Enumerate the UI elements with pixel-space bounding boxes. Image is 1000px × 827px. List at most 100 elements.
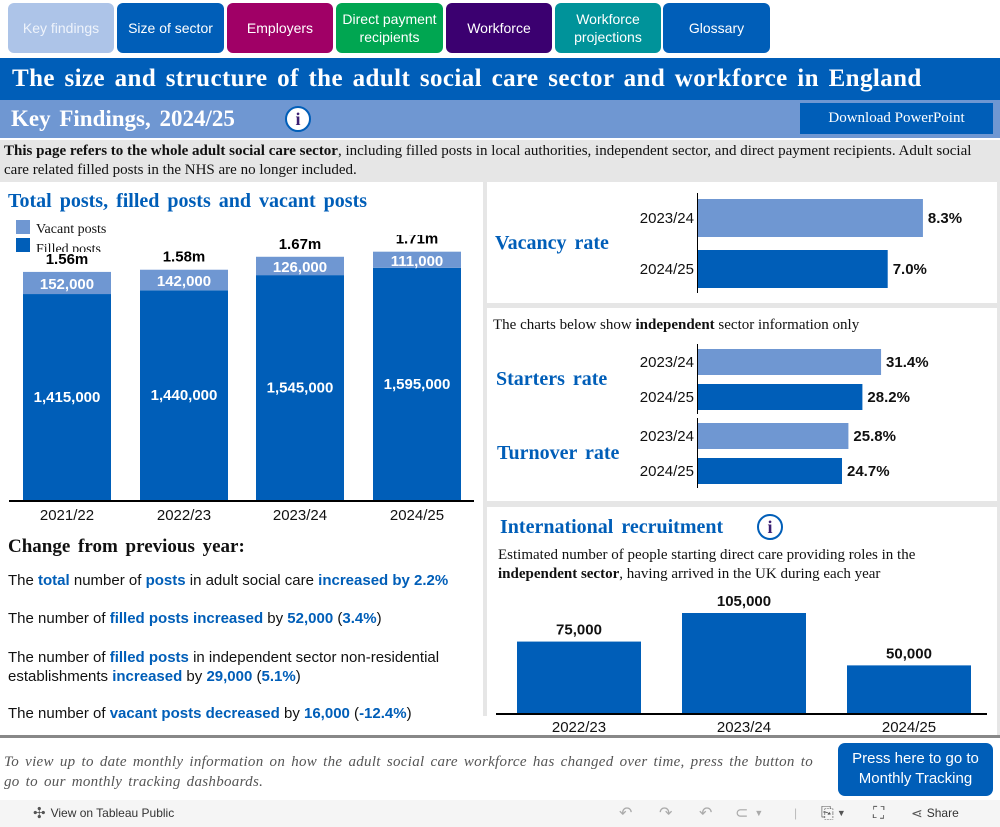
tab-key-findings[interactable]: Key findings: [8, 3, 114, 53]
intl-value-label: 50,000: [886, 645, 932, 662]
x-tick-label: 2024/25: [882, 719, 936, 736]
highlight-text: 5.1%: [261, 668, 296, 685]
refresh-icon: ⊂: [735, 805, 749, 822]
x-tick-label: 2022/23: [157, 507, 211, 524]
highlight-text: filled posts: [109, 649, 189, 666]
download-menu-button[interactable]: ⎘ ▼: [821, 800, 846, 827]
fullscreen-button[interactable]: ⛶: [873, 800, 884, 827]
revert-button[interactable]: ↶: [699, 800, 712, 827]
note-text: sector information only: [714, 317, 860, 333]
rate-bar: [698, 199, 923, 237]
panel-divider: [487, 501, 1000, 507]
undo-icon: ↶: [619, 805, 633, 822]
vacant-value-label: 111,000: [391, 253, 444, 270]
filled-value-label: 1,545,000: [267, 380, 334, 397]
change-text: (: [252, 668, 262, 685]
bar-filled: [140, 290, 228, 500]
vacant-value-label: 152,000: [40, 276, 94, 293]
total-label: 1.67m: [279, 236, 322, 253]
redo-icon: ↷: [659, 805, 673, 822]
intl-bar: [682, 613, 806, 713]
undo-button[interactable]: ↶: [619, 800, 632, 827]
highlight-text: total: [38, 572, 70, 589]
turnover-title: Turnover rate: [497, 442, 620, 464]
change-text: in independent sector non-residential es…: [8, 649, 440, 685]
change-text: in adult social care: [185, 572, 319, 589]
change-item: The number of filled posts in independen…: [8, 648, 480, 686]
filled-value-label: 1,440,000: [151, 387, 218, 404]
bar-filled: [23, 294, 111, 500]
intl-bar: [847, 665, 971, 713]
tab-size-of-sector[interactable]: Size of sector: [117, 3, 224, 53]
intl-info-icon[interactable]: i: [757, 514, 783, 540]
legend-label: Vacant posts: [36, 222, 107, 237]
view-on-tableau-link[interactable]: ✣ View on Tableau Public: [33, 800, 174, 827]
download-powerpoint-button[interactable]: Download PowerPoint: [800, 103, 993, 134]
bar-vacant: [23, 271, 111, 295]
x-tick-label: 2021/22: [40, 507, 94, 524]
filled-value-label: 1,415,000: [34, 389, 101, 406]
rate-value-label: 24.7%: [847, 463, 890, 480]
intro-text: This page refers to the whole adult soci…: [0, 140, 1000, 182]
change-text: (: [349, 705, 360, 722]
intl-title: International recruitment: [500, 516, 724, 538]
page-title: The size and structure of the adult soci…: [0, 58, 1000, 100]
vacancy-title: Vacancy rate: [495, 232, 609, 254]
change-text: The: [8, 572, 39, 589]
change-text: by: [263, 610, 288, 627]
desc-bold: independent sector: [498, 566, 620, 582]
tab-workforce-projections[interactable]: Workforce projections: [555, 3, 661, 53]
change-text: (: [333, 610, 343, 627]
legend-swatch-filled: [16, 238, 30, 252]
tab-direct-payment-recipients[interactable]: Direct payment recipients: [336, 3, 443, 53]
nav-bar: Key findings Size of sector Employers Di…: [0, 0, 1000, 56]
turnover-chart: 2023/24 25.8% 2024/25 24.7%: [640, 418, 896, 488]
x-tick-label: 2023/24: [717, 719, 771, 736]
rate-bar: [698, 423, 849, 449]
chevron-down-icon: ▼: [836, 808, 846, 818]
note-text: The charts below show: [493, 317, 636, 333]
tab-employers[interactable]: Employers: [227, 3, 333, 53]
footer-text: To view up to date monthly information o…: [4, 754, 814, 790]
section-rule: [0, 735, 1000, 738]
rate-value-label: 31.4%: [886, 354, 929, 371]
change-text: The number of: [8, 705, 110, 722]
download-icon: ⎘: [821, 805, 834, 822]
highlight-text: 29,000: [206, 668, 253, 685]
revert-icon: ↶: [699, 805, 713, 822]
category-label: 2023/24: [640, 210, 694, 227]
x-tick-label: 2024/25: [390, 507, 444, 524]
highlight-text: 52,000: [287, 610, 334, 627]
x-tick-label: 2022/23: [552, 719, 606, 736]
rate-bar: [698, 384, 863, 410]
fullscreen-icon: ⛶: [873, 805, 885, 822]
category-label: 2023/24: [640, 428, 694, 445]
vacant-value-label: 126,000: [273, 259, 327, 276]
starters-chart: 2023/24 31.4% 2024/25 28.2%: [640, 344, 929, 414]
tab-glossary[interactable]: Glossary: [663, 3, 770, 53]
bar-vacant: [373, 251, 461, 268]
redo-button[interactable]: ↷: [659, 800, 672, 827]
rate-value-label: 7.0%: [893, 261, 927, 278]
vacancy-chart: 2023/24 8.3% 2024/25 7.0%: [640, 193, 962, 293]
panel-divider: [487, 303, 1000, 308]
bar-vacant: [140, 269, 228, 291]
refresh-button[interactable]: ⊂ ▼: [735, 800, 763, 827]
intl-value-label: 105,000: [717, 593, 771, 610]
highlight-text: vacant posts decreased: [109, 705, 280, 722]
category-label: 2024/25: [640, 463, 694, 480]
monthly-tracking-button[interactable]: Press here to go to Monthly Tracking: [838, 743, 993, 796]
change-item: The number of vacant posts decreased by …: [8, 704, 480, 723]
starters-title: Starters rate: [496, 368, 608, 390]
vacant-value-label: 142,000: [157, 273, 211, 290]
legend-vacant: Vacant posts: [16, 220, 106, 238]
highlight-text: 16,000: [304, 705, 350, 722]
rate-bar: [698, 458, 843, 484]
panel-divider: [483, 182, 487, 716]
tab-workforce[interactable]: Workforce: [446, 3, 552, 53]
info-icon[interactable]: i: [285, 106, 311, 132]
change-text: The number of: [8, 610, 110, 627]
rate-value-label: 25.8%: [853, 428, 896, 445]
share-button[interactable]: ⋖ Share: [911, 800, 959, 827]
